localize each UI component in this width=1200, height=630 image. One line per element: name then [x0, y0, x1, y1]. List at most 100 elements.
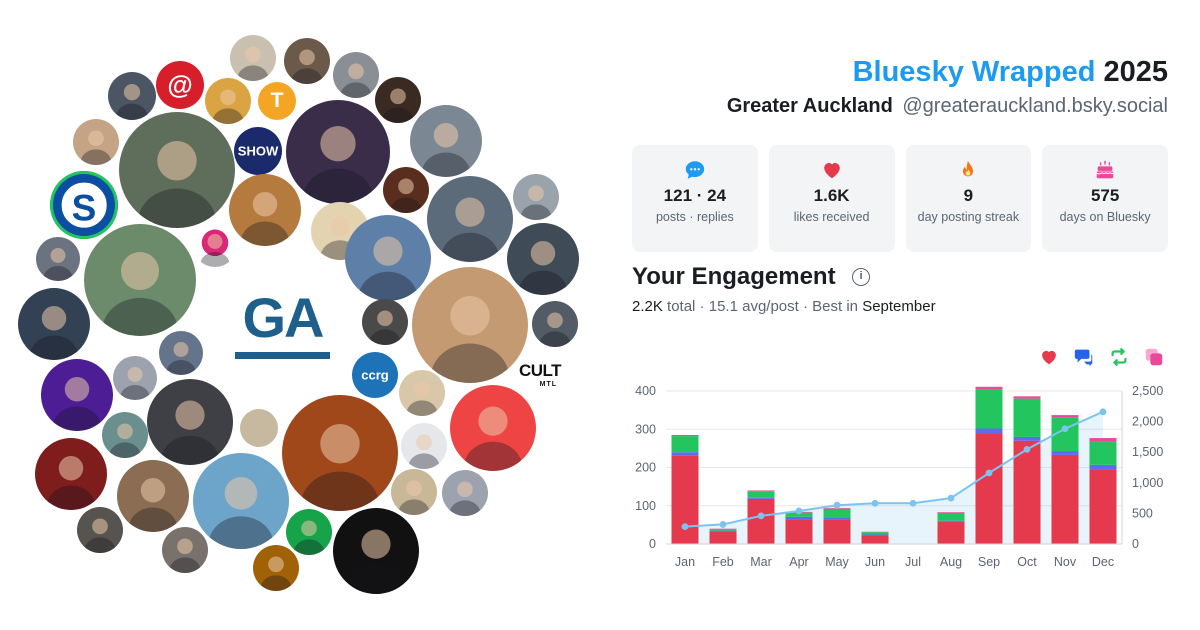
avatar[interactable]: [108, 72, 156, 120]
avatar[interactable]: [36, 237, 80, 281]
y-tick-label: 400: [635, 384, 656, 398]
stats-row: 121 · 24 posts · replies 1.6K likes rece…: [632, 145, 1168, 252]
avatar[interactable]: [410, 105, 482, 177]
avatar[interactable]: SHOW: [234, 127, 282, 175]
avatar[interactable]: [230, 35, 276, 81]
stat-label-likes: likes received: [793, 210, 870, 224]
avatar[interactable]: [73, 119, 119, 165]
stat-card-days: 575 days on Bluesky: [1042, 145, 1168, 252]
avatar[interactable]: [412, 267, 528, 383]
avatar[interactable]: [84, 224, 196, 336]
avatar[interactable]: [442, 470, 488, 516]
bar-segment: [1051, 415, 1079, 418]
avatar[interactable]: [159, 331, 203, 375]
avatar[interactable]: [427, 176, 513, 262]
quote-icon[interactable]: [1143, 346, 1165, 368]
cumulative-point: [795, 507, 803, 515]
avatar[interactable]: [119, 112, 235, 228]
avatar[interactable]: [117, 460, 189, 532]
avatar[interactable]: S: [50, 171, 118, 239]
avatar[interactable]: [35, 438, 107, 510]
avatar[interactable]: [193, 453, 289, 549]
x-tick-label: Aug: [940, 555, 962, 569]
speech-bubble-icon: [685, 161, 705, 179]
reply-icon[interactable]: [1073, 346, 1095, 368]
x-tick-label: Dec: [1092, 555, 1114, 569]
avatar[interactable]: [282, 395, 398, 511]
avatar[interactable]: [147, 379, 233, 465]
avatar[interactable]: [286, 100, 390, 204]
avatar[interactable]: [383, 167, 429, 213]
stat-value-likes: 1.6K: [813, 186, 850, 205]
bar-segment: [823, 508, 851, 518]
avatar[interactable]: [375, 77, 421, 123]
x-tick-label: Jun: [865, 555, 885, 569]
avg-value: 15.1: [708, 298, 738, 315]
center-logo-underline: [235, 352, 330, 359]
avatar[interactable]: [253, 545, 299, 591]
avatar[interactable]: @: [156, 61, 204, 109]
bar-segment: [709, 529, 737, 531]
avatar[interactable]: [333, 52, 379, 98]
avatar[interactable]: [18, 288, 90, 360]
avatar[interactable]: [362, 299, 408, 345]
avatar[interactable]: [205, 78, 251, 124]
bar-segment: [785, 512, 813, 517]
x-tick-label: Jan: [675, 555, 695, 569]
y2-tick-label: 500: [1132, 506, 1153, 520]
bar-segment: [1089, 464, 1117, 470]
bar-segment: [709, 530, 737, 532]
avatar[interactable]: [401, 423, 447, 469]
avatar[interactable]: [513, 174, 559, 220]
stat-card-posts: 121 · 24 posts · replies: [632, 145, 758, 252]
best-month: September: [862, 298, 936, 315]
avatar[interactable]: T: [258, 82, 296, 120]
avatar[interactable]: [41, 359, 113, 431]
info-icon[interactable]: i: [852, 268, 870, 286]
avatar[interactable]: [284, 38, 330, 84]
bar-segment: [747, 497, 775, 499]
repost-icon[interactable]: [1108, 346, 1130, 368]
avatar[interactable]: ccrg: [352, 352, 398, 398]
user-handle[interactable]: @greaterauckland.bsky.social: [902, 95, 1168, 117]
avatar[interactable]: [399, 370, 445, 416]
bar-segment: [975, 433, 1003, 544]
avatar-glyph: S: [57, 178, 111, 232]
avatar[interactable]: [391, 469, 437, 515]
x-tick-label: Nov: [1054, 555, 1077, 569]
stat-value-posts: 121 · 24: [663, 186, 727, 205]
avatar[interactable]: [286, 509, 332, 555]
avatar[interactable]: [229, 174, 301, 246]
avatar[interactable]: [77, 507, 123, 553]
bar-segment: [785, 519, 813, 544]
total-word: total: [667, 298, 696, 315]
cumulative-point: [757, 512, 765, 520]
avatar[interactable]: [193, 223, 237, 267]
stat-card-likes: 1.6K likes received: [768, 145, 895, 252]
avatar[interactable]: [102, 412, 148, 458]
cumulative-point: [1023, 445, 1031, 453]
avatar[interactable]: [113, 356, 157, 400]
heart-icon[interactable]: [1038, 346, 1060, 368]
y-tick-label: 200: [635, 461, 656, 475]
cumulative-point: [833, 501, 841, 509]
avatar[interactable]: [333, 508, 419, 594]
bar-segment: [671, 434, 699, 437]
cumulative-point: [1099, 408, 1107, 416]
bar-segment: [823, 517, 851, 520]
avatar[interactable]: [532, 301, 578, 347]
avatar[interactable]: [240, 409, 278, 447]
avatar[interactable]: [162, 527, 208, 573]
avatar[interactable]: [450, 385, 536, 471]
bar-segment: [861, 532, 889, 535]
avatar[interactable]: [345, 215, 431, 301]
bar-segment: [671, 452, 699, 456]
x-tick-label: Jul: [905, 555, 921, 569]
y2-tick-label: 0: [1132, 537, 1139, 551]
avatar[interactable]: [507, 223, 579, 295]
x-tick-label: Feb: [712, 555, 734, 569]
cult-mtl-logo[interactable]: CULT MTL: [519, 362, 562, 392]
x-tick-label: Oct: [1017, 555, 1037, 569]
y2-tick-label: 2,000: [1132, 415, 1163, 429]
